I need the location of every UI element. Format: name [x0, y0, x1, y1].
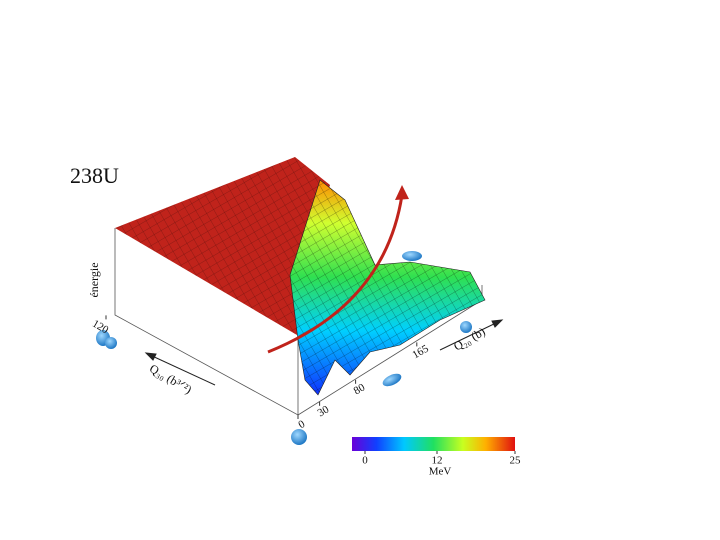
- colorbar-unit: MeV: [429, 466, 452, 478]
- q20-tick-label: 80: [352, 381, 368, 397]
- q20-tick-label: 165: [410, 342, 431, 361]
- fission-arrowhead: [395, 185, 409, 200]
- surface-mesh: [290, 180, 485, 395]
- red-plane-mesh: [115, 157, 330, 335]
- z-axis-label: énergie: [87, 262, 101, 297]
- axis-arrows: [144, 319, 504, 386]
- q30-axis-label: Q₃₀ (b³ᐟ²): [147, 361, 194, 396]
- colorbar: [352, 437, 515, 451]
- shape-icons: [96, 251, 472, 445]
- colorbar-tick-label: 12: [432, 455, 443, 467]
- title: 238U: [70, 163, 119, 188]
- q20-tick-label: 30: [316, 403, 332, 419]
- fission-path: [267, 194, 404, 354]
- colorbar-tick-label: 25: [510, 455, 522, 467]
- q20-tick-label: 0: [296, 418, 307, 431]
- colorbar-tick-label: 0: [362, 455, 368, 467]
